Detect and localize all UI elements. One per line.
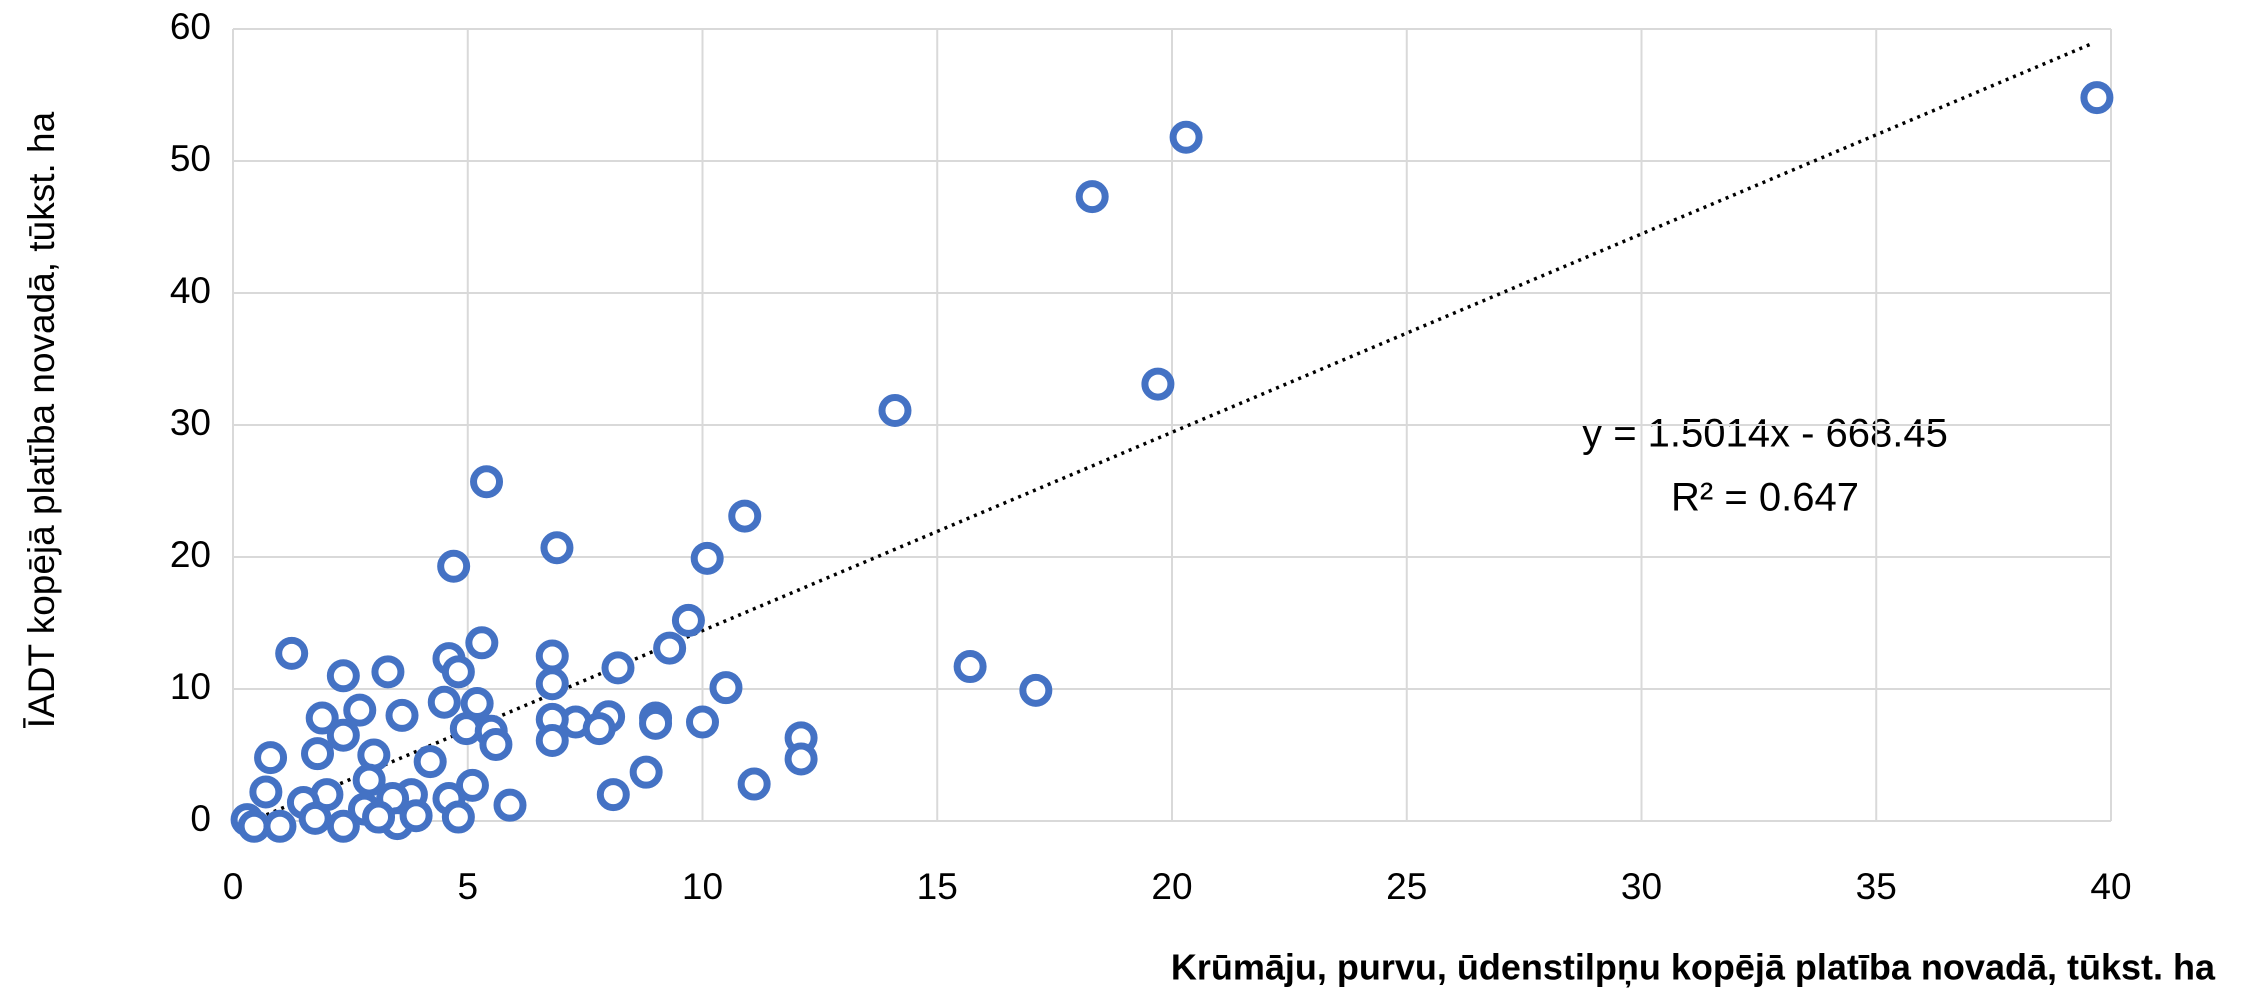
point <box>784 742 818 776</box>
point <box>601 651 635 685</box>
point <box>953 650 987 684</box>
x-tick-label: 35 <box>1856 866 1897 907</box>
point <box>249 775 283 809</box>
point <box>479 727 513 761</box>
point <box>465 626 499 660</box>
point <box>540 531 574 565</box>
point <box>1075 180 1109 214</box>
point <box>326 718 360 752</box>
y-tick-label: 30 <box>170 402 211 443</box>
trend-equation: y = 1.5014x - 668.45 <box>1582 412 1948 456</box>
point <box>275 636 309 670</box>
point <box>305 701 339 735</box>
y-tick-label: 40 <box>170 270 211 311</box>
point <box>639 706 673 740</box>
y-tick-label: 0 <box>190 798 211 839</box>
r-squared: R² = 0.647 <box>1671 476 1859 520</box>
point <box>1169 120 1203 154</box>
point <box>493 788 527 822</box>
point <box>326 659 360 693</box>
point <box>254 741 288 775</box>
point <box>362 800 396 834</box>
point <box>878 393 912 427</box>
x-tick-label: 5 <box>457 866 478 907</box>
point <box>2080 81 2114 115</box>
x-tick-label: 20 <box>1151 866 1192 907</box>
point <box>535 723 569 757</box>
point <box>1141 367 1175 401</box>
point <box>437 549 471 583</box>
x-tick-label: 40 <box>2090 866 2131 907</box>
point <box>455 768 489 802</box>
point <box>535 639 569 673</box>
point <box>357 738 391 772</box>
point <box>441 655 475 689</box>
point <box>535 667 569 701</box>
point <box>371 655 405 689</box>
point <box>352 763 386 797</box>
point <box>298 801 332 835</box>
x-tick-label: 0 <box>223 866 244 907</box>
point <box>263 809 297 843</box>
point <box>470 465 504 499</box>
point <box>686 705 719 739</box>
x-tick-label: 25 <box>1386 866 1427 907</box>
point <box>413 745 447 779</box>
x-axis-title: Krūmāju, purvu, ūdenstilpņu kopējā platī… <box>1171 947 2216 988</box>
point <box>737 767 771 801</box>
point <box>596 778 630 812</box>
point <box>343 693 377 727</box>
point <box>427 685 461 719</box>
point <box>237 809 271 843</box>
x-tick-label: 30 <box>1621 866 1662 907</box>
y-tick-label: 10 <box>170 666 211 707</box>
point <box>399 799 433 833</box>
point <box>671 603 705 637</box>
y-axis-title: ĪADT kopējā platība novadā, tūkst. ha <box>21 111 62 728</box>
y-tick-label: 50 <box>170 138 211 179</box>
point <box>690 541 724 575</box>
trendline <box>251 41 2093 823</box>
point <box>629 755 663 789</box>
point <box>1019 673 1053 707</box>
y-tick-label: 20 <box>170 534 211 575</box>
point <box>582 712 616 746</box>
point <box>301 737 335 771</box>
point <box>653 631 687 665</box>
x-tick-label: 10 <box>682 866 723 907</box>
point <box>326 809 360 843</box>
y-tick-label: 60 <box>170 6 211 47</box>
point <box>441 800 475 834</box>
x-tick-label: 15 <box>917 866 958 907</box>
point <box>709 671 743 705</box>
point <box>385 698 419 732</box>
point <box>728 499 762 533</box>
